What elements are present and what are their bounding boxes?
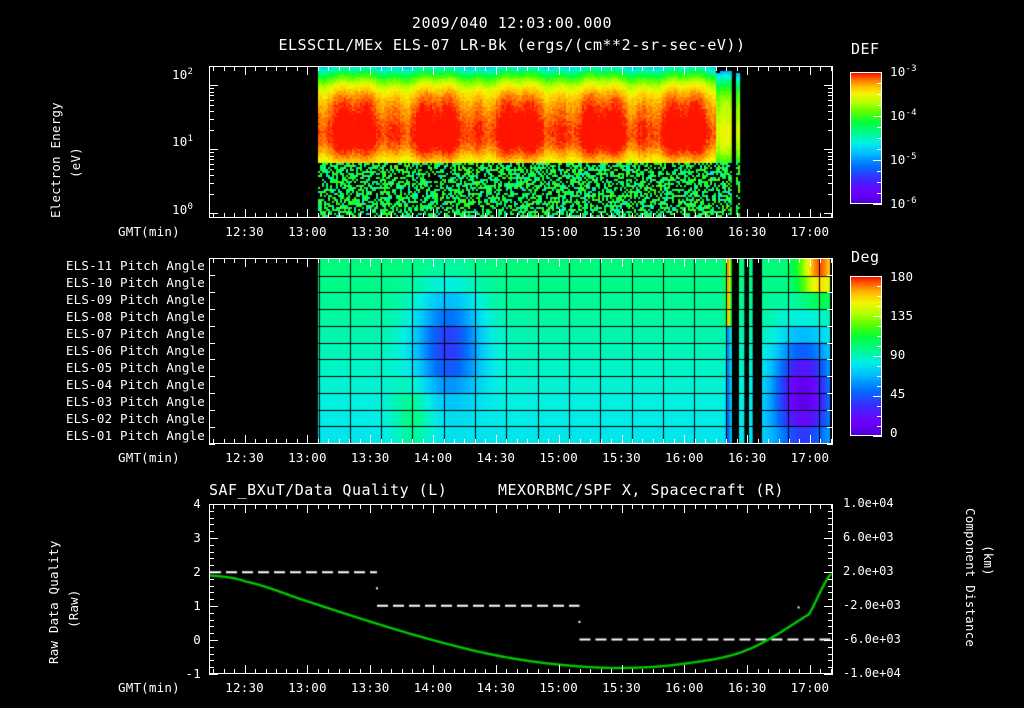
xtick-label: 15:00 (539, 450, 578, 465)
panel1-ytick-1: 101 (172, 134, 194, 150)
xtick-label: 14:00 (413, 680, 453, 695)
pitch-angle-row-label: ELS-03 Pitch Angle (65, 393, 205, 409)
panel3-ytick-right: 1.0e+04 (843, 496, 894, 510)
dataset-subtitle: ELSSCIL/MEx ELS-07 LR-Bk (ergs/(cm**2-sr… (278, 36, 746, 54)
xtick-label: 14:30 (476, 680, 516, 695)
panel3-ytick-right: -6.0e+03 (843, 632, 901, 646)
deg-cb-label-180: 180 (890, 269, 914, 284)
xtick-label: 17:00 (790, 224, 830, 239)
xtick-label: 15:00 (539, 680, 578, 695)
deg-colorbar-title: Deg (851, 248, 880, 266)
xtick-label: 15:30 (602, 224, 641, 239)
xtick-label: 15:00 (539, 224, 578, 239)
xtick-label: 12:30 (225, 450, 264, 465)
deg-cb-label-45: 45 (890, 386, 906, 401)
electron-energy-spectrogram-panel (209, 66, 833, 218)
xtick-label: 13:00 (288, 450, 327, 465)
xtick-label: 12:30 (225, 224, 264, 239)
panel3-title-right: MEXORBMC/SPF X, Spacecraft (R) (498, 481, 784, 499)
panel3-xlabel: GMT(min) (118, 680, 180, 695)
panel3-ytick-left: -1 (185, 666, 201, 681)
xtick-label: 14:00 (413, 224, 453, 239)
xtick-label: 16:00 (665, 224, 704, 239)
pitch-angle-row-label: ELS-08 Pitch Angle (65, 309, 205, 325)
data-quality-distance-panel (209, 504, 833, 674)
panel3-ylabel-left-units: (Raw) (66, 589, 81, 628)
panel3-ytick-left: 2 (193, 564, 201, 579)
panel3-ytick-right: 2.0e+03 (843, 564, 894, 578)
xtick-label: 13:30 (350, 450, 390, 465)
xtick-label: 14:00 (413, 450, 453, 465)
timestamp-title: 2009/040 12:03:00.000 (411, 14, 613, 32)
xtick-label: 14:30 (476, 450, 516, 465)
panel3-ytick-right: -2.0e+03 (843, 598, 901, 612)
xtick-label: 17:00 (790, 680, 830, 695)
panel2-xlabel: GMT(min) (118, 450, 180, 465)
panel3-ylabel-right-units: (km) (981, 545, 996, 576)
xtick-label: 12:30 (225, 680, 264, 695)
def-cb-label-4: 10-4 (890, 108, 917, 124)
xtick-label: 16:00 (665, 450, 704, 465)
panel3-ylabel-left: Raw Data Quality (46, 540, 61, 664)
pitch-angle-row-label: ELS-10 Pitch Angle (65, 275, 205, 291)
pitch-angle-row-label: ELS-07 Pitch Angle (65, 326, 205, 342)
panel3-ylabel-right: Component Distance (963, 508, 978, 648)
xtick-label: 16:30 (727, 680, 767, 695)
panel1-ytick-0: 100 (172, 202, 194, 218)
deg-cb-label-90: 90 (890, 347, 906, 362)
deg-cb-label-135: 135 (890, 308, 914, 323)
panel3-ytick-right: -1.0e+04 (843, 666, 901, 680)
pitch-angle-row-label: ELS-06 Pitch Angle (65, 343, 205, 358)
pitch-angle-row-label: ELS-02 Pitch Angle (65, 410, 205, 426)
pitch-angle-row-label: ELS-01 Pitch Angle (65, 427, 205, 443)
def-cb-label-6: 10-6 (890, 196, 917, 212)
panel3-ytick-left: 3 (193, 530, 201, 545)
def-cb-label-3: 10-3 (890, 64, 917, 80)
xtick-label: 13:30 (350, 680, 390, 695)
xtick-label: 16:30 (727, 450, 767, 465)
xtick-label: 14:30 (476, 224, 516, 239)
panel1-ylabel-units: (eV) (68, 147, 83, 178)
panel1-xlabel: GMT(min) (118, 224, 180, 239)
panel3-ytick-left: 0 (193, 632, 201, 647)
panel3-ytick-left: 1 (193, 598, 201, 613)
panel3-ytick-right: 6.0e+03 (843, 530, 894, 544)
xtick-label: 13:30 (350, 224, 390, 239)
xtick-label: 15:30 (602, 450, 641, 465)
xtick-label: 13:00 (288, 680, 327, 695)
xtick-label: 17:00 (790, 450, 830, 465)
pitch-angle-row-label: ELS-11 Pitch Angle (65, 258, 205, 274)
pitch-angle-row-label: ELS-04 Pitch Angle (65, 376, 205, 392)
def-cb-label-5: 10-5 (890, 152, 917, 168)
def-colorbar-title: DEF (851, 40, 880, 58)
panel3-ytick-left: 4 (193, 496, 201, 511)
panel1-ylabel: Electron Energy (48, 102, 63, 218)
pitch-angle-panel (209, 258, 833, 444)
xtick-label: 16:30 (727, 224, 767, 239)
panel3-title-left: SAF_BXuT/Data Quality (L) (209, 481, 448, 499)
xtick-label: 15:30 (602, 680, 641, 695)
pitch-angle-row-label: ELS-05 Pitch Angle (65, 359, 205, 375)
deg-cb-label-0: 0 (890, 425, 898, 440)
panel1-ytick-2: 102 (172, 67, 194, 83)
xtick-label: 16:00 (665, 680, 704, 695)
xtick-label: 13:00 (288, 224, 327, 239)
pitch-angle-row-label: ELS-09 Pitch Angle (65, 292, 205, 308)
